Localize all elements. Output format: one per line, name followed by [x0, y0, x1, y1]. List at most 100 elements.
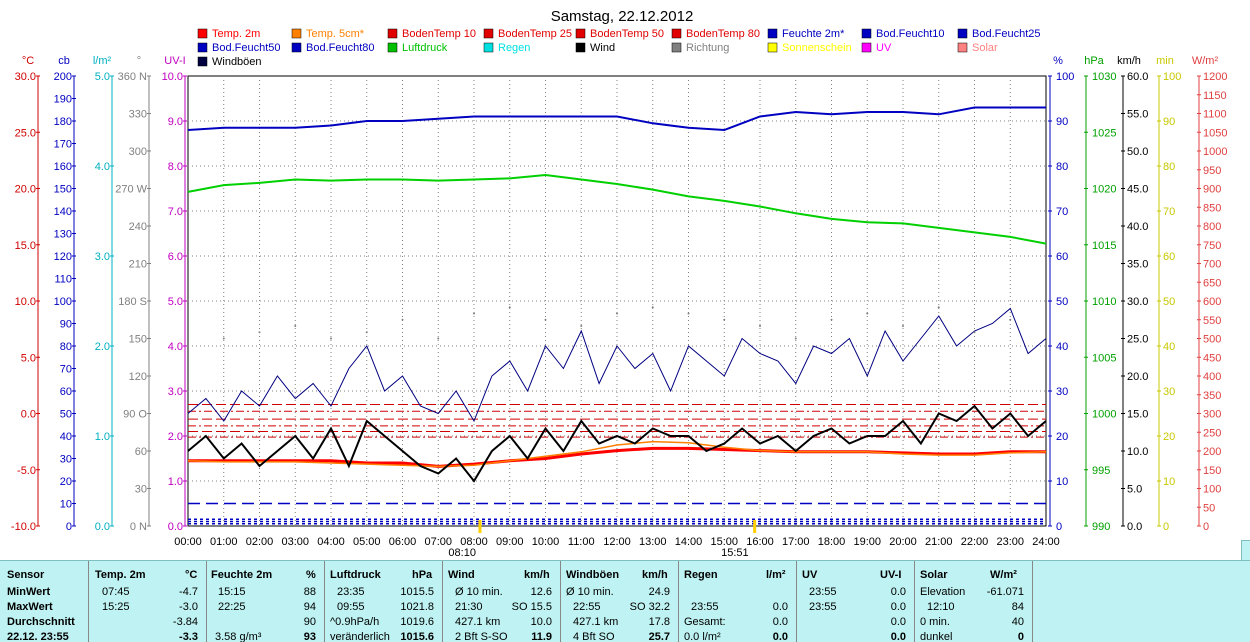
axis-tick-1-9: 110	[54, 274, 72, 286]
gust-current-value: 25.7	[648, 631, 670, 642]
series-feuchte-2m-	[187, 106, 1046, 132]
x-tick-label-4: 04:00	[317, 536, 345, 548]
axis-tick-9-1: 1150	[1203, 90, 1227, 102]
axis-tick-9-2: 1100	[1203, 109, 1227, 121]
wind-bft: 2 Bft S-SO	[455, 631, 508, 642]
legend-label-14: Richtung	[686, 42, 729, 54]
press-current-value: 1015.6	[400, 631, 434, 642]
axis-tick-4-6: 4.0	[168, 341, 183, 353]
legend-swatch-12	[483, 42, 494, 53]
legend-swatch-15	[767, 42, 778, 53]
solar-elev-label: Elevation	[920, 586, 966, 598]
legend-swatch-4	[575, 28, 586, 39]
point-richtung-7	[473, 312, 475, 315]
series-windb-en	[187, 307, 1047, 423]
axis-tick-0-4: 10.0	[15, 296, 36, 308]
axis-tick-1-10: 100	[54, 296, 72, 308]
axis-tick-2-0: 5.0	[95, 71, 110, 83]
x-tick-label-13: 13:00	[639, 536, 667, 548]
axis-tick-9-8: 800	[1203, 221, 1221, 233]
axis-unit-5: %	[1053, 55, 1063, 67]
axis-unit-1: cb	[58, 55, 70, 67]
axis-tick-0-8: -10.0	[11, 521, 36, 533]
x-tick-label-18: 18:00	[818, 536, 846, 548]
axis-tick-6-3: 1015	[1092, 240, 1116, 252]
series-wind	[187, 404, 1047, 483]
point-richtung-16	[794, 337, 797, 340]
rain-total-label: Gesamt:	[684, 616, 726, 628]
stats-col-pressure: Luftdruck hPa 23:35 1015.5 09:55 1021.8 …	[324, 561, 443, 642]
point-richtung-5	[401, 318, 404, 321]
x-tick-label-2: 02:00	[246, 536, 274, 548]
scroll-handle[interactable]	[1241, 540, 1250, 562]
point-richtung-19	[902, 325, 904, 327]
header-press: Luftdruck	[330, 569, 381, 581]
axis-tick-9-6: 900	[1203, 184, 1221, 196]
header-hum: Feuchte 2m	[211, 569, 273, 581]
axis-tick-0-0: 30.0	[15, 71, 36, 83]
wind-current-value: 11.9	[531, 631, 552, 642]
axis-tick-4-0: 10.0	[162, 71, 183, 83]
axis-tick-8-8: 20	[1163, 431, 1175, 443]
axis-tick-3-7: 150	[129, 334, 147, 346]
x-tick-label-22: 22:00	[961, 536, 989, 548]
hum-min-value: 88	[303, 586, 316, 598]
legend-label-15: Sonnenschein	[782, 42, 852, 54]
axis-tick-7-3: 45.0	[1127, 184, 1148, 196]
x-tick-label-6: 06:00	[389, 536, 417, 548]
rain-total-value: 0.0	[772, 616, 788, 628]
stats-panel: Sensor MinWert MaxWert Durchschnitt 22.1…	[0, 560, 1250, 642]
uv-avg-value: 0.0	[890, 616, 906, 628]
stats-col-wind: Wind km/h Ø 10 min. 12.6 21:30 SO 15.5 4…	[442, 561, 561, 642]
legend-label-11: Luftdruck	[402, 42, 448, 54]
axis-tick-7-8: 20.0	[1127, 371, 1148, 383]
axis-tick-1-0: 200	[54, 71, 72, 83]
axes: °C 30.0 25.0 20.0 15.0 10.0 5.0 0.0 -5.0 -10.0 cb 2…	[11, 55, 1228, 533]
x-tick-label-16: 16:00	[746, 536, 774, 548]
axis-tick-1-19: 10	[60, 499, 72, 511]
legend-label-10: Bod.Feucht80	[306, 42, 375, 54]
x-tick-label-9: 09:00	[496, 536, 524, 548]
axis-tick-4-5: 5.0	[168, 296, 183, 308]
stats-col-temp: Temp. 2m °C 07:45 -4.7 15:25 -3.0 -3.84 …	[88, 561, 207, 642]
stats-col-uv: UV UV-I 23:55 0.0 23:55 0.0 0.0 0.0	[796, 561, 915, 642]
legend-label-2: BodenTemp 10	[402, 28, 476, 40]
gust-avg-value: 17.8	[648, 616, 670, 628]
series-temp-2m	[188, 446, 1046, 468]
stats-col-solar: Solar W/m² Elevation -61.071 12:10 84 0 …	[914, 561, 1033, 642]
axis-unit-0: °C	[22, 55, 34, 67]
sunrise-label: 08:10	[448, 547, 476, 559]
row-label-max: MaxWert	[7, 601, 53, 613]
point-richtung-1	[258, 331, 261, 334]
legend-label-7: Bod.Feucht10	[876, 28, 945, 40]
x-tick-label-20: 20:00	[889, 536, 917, 548]
axis-tick-8-3: 70	[1163, 206, 1175, 218]
x-tick-label-7: 07:00	[424, 536, 452, 548]
point-richtung-17	[830, 318, 833, 321]
solar-state: dunkel	[920, 631, 953, 642]
legend-swatch-14	[671, 42, 682, 53]
press-trend: ^0.9hPa/h	[330, 616, 380, 628]
hum-max-time: 22:25	[218, 601, 246, 613]
axis-tick-4-7: 3.0	[168, 386, 183, 398]
point-richtung-4	[365, 331, 368, 334]
row-label-min: MinWert	[7, 586, 51, 598]
weather-chart: Samstag, 22.12.2012 Temp. 2m Temp. 5cm* Bo…	[11, 8, 1228, 559]
axis-tick-3-5: 210	[129, 259, 147, 271]
x-tick-label-8: 08:00	[460, 536, 488, 548]
axis-tick-5-2: 80	[1056, 161, 1068, 173]
axis-tick-2-1: 4.0	[95, 161, 110, 173]
axis-tick-1-6: 140	[54, 206, 72, 218]
axis-tick-0-5: 5.0	[21, 352, 36, 364]
axis-tick-9-10: 700	[1203, 259, 1221, 271]
axis-tick-9-20: 200	[1203, 446, 1221, 458]
axis-tick-6-5: 1005	[1092, 352, 1116, 364]
x-tick-label-0: 00:00	[174, 536, 202, 548]
header-solar: Solar	[920, 569, 948, 581]
axis-tick-3-10: 60	[135, 446, 147, 458]
series	[187, 106, 1047, 525]
axis-tick-5-5: 50	[1056, 296, 1068, 308]
point-richtung-0	[222, 337, 225, 340]
axis-tick-3-0: 360 N	[118, 71, 147, 83]
point-richtung-11	[616, 312, 618, 315]
